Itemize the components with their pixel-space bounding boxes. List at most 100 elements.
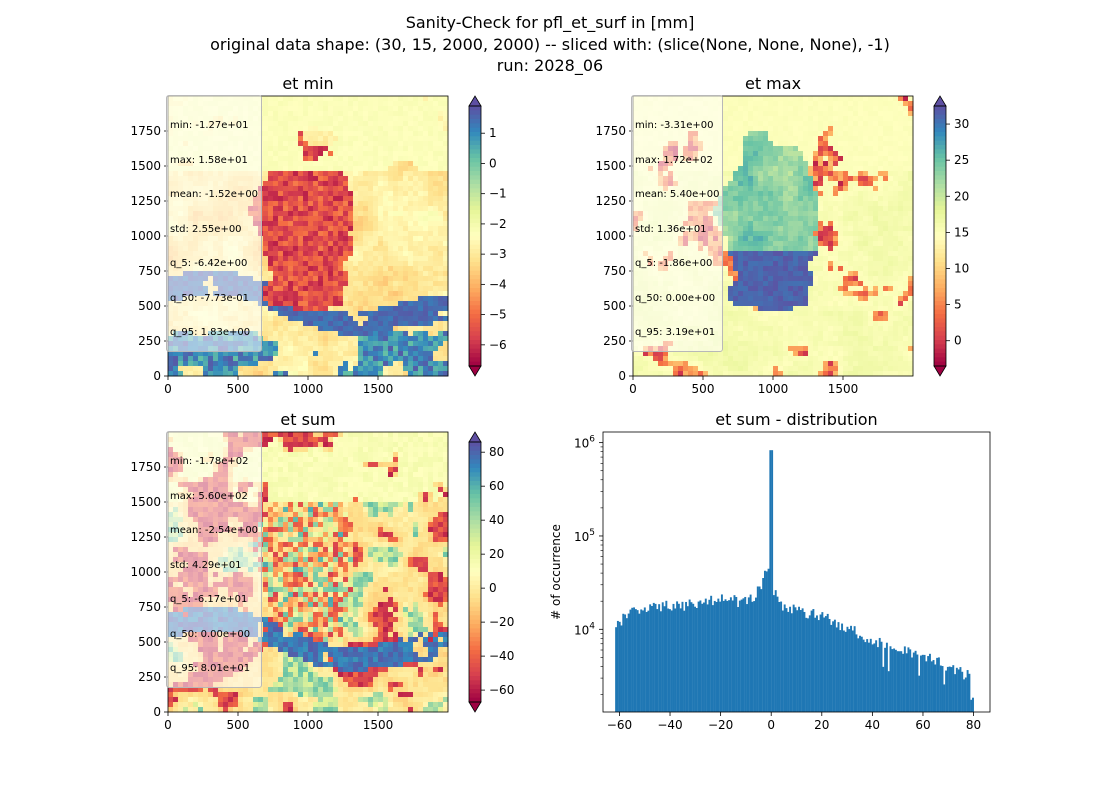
heatmap-cell [268, 251, 274, 257]
heatmap-cell [343, 291, 349, 297]
heatmap-cell [373, 206, 379, 212]
heatmap-cell [383, 291, 389, 297]
heatmap-cell [788, 141, 794, 147]
heatmap-cell [358, 261, 364, 267]
heatmap-cell [748, 131, 754, 137]
heatmap-cell [738, 161, 744, 167]
heatmap-cell [328, 121, 334, 127]
heatmap-cell [848, 111, 854, 117]
heatmap-cell [723, 186, 729, 192]
heatmap-cell [903, 201, 909, 207]
heatmap-cell [278, 321, 284, 327]
heatmap-cell [353, 256, 359, 262]
heatmap-cell [193, 371, 199, 377]
heatmap-cell [408, 266, 414, 272]
heatmap-cell [748, 241, 754, 247]
heatmap-cell [373, 301, 379, 307]
colorbar-segment [469, 158, 481, 163]
heatmap-cell [753, 146, 759, 152]
heatmap-cell [763, 186, 769, 192]
heatmap-cell [393, 301, 399, 307]
heatmap-cell [818, 161, 824, 167]
heatmap-cell [428, 151, 434, 157]
heatmap-cell [298, 211, 304, 217]
heatmap-cell [243, 371, 249, 377]
heatmap-cell [888, 176, 894, 182]
heatmap-cell [348, 276, 354, 282]
heatmap-cell [728, 166, 734, 172]
heatmap-cell [338, 356, 344, 362]
heatmap-cell [318, 181, 324, 187]
heatmap-cell [323, 201, 329, 207]
heatmap-cell [263, 161, 269, 167]
heatmap-cell [278, 221, 284, 227]
heatmap-cell [378, 126, 384, 132]
heatmap-cell [833, 146, 839, 152]
heatmap-cell [803, 166, 809, 172]
heatmap-cell [858, 166, 864, 172]
colorbar-segment [469, 309, 481, 315]
heatmap-cell [348, 216, 354, 222]
heatmap-cell [748, 191, 754, 197]
heatmap-cell [888, 151, 894, 157]
heatmap-cell [743, 146, 749, 152]
heatmap-cell [348, 171, 354, 177]
heatmap-cell [443, 261, 449, 267]
heatmap-cell [888, 126, 894, 132]
heatmap-cell [343, 96, 349, 102]
heatmap-cell [798, 126, 804, 132]
heatmap-cell [883, 216, 889, 222]
heatmap-cell [748, 246, 754, 252]
heatmap-cell [398, 96, 404, 102]
heatmap-cell [773, 156, 779, 162]
heatmap-cell [423, 201, 429, 207]
heatmap-cell [313, 166, 319, 172]
heatmap-cell [313, 196, 319, 202]
heatmap-cell [388, 316, 394, 322]
heatmap-cell [428, 116, 434, 122]
heatmap-cell [863, 171, 869, 177]
heatmap-cell [433, 236, 439, 242]
heatmap-cell [308, 256, 314, 262]
heatmap-cell [323, 166, 329, 172]
heatmap-cell [883, 206, 889, 212]
heatmap-cell [343, 181, 349, 187]
heatmap-cell [278, 131, 284, 137]
heatmap-cell [898, 176, 904, 182]
heatmap-cell [728, 131, 734, 137]
heatmap-cell [418, 156, 424, 162]
heatmap-cell [733, 246, 739, 252]
heatmap-cell [288, 176, 294, 182]
heatmap-cell [903, 136, 909, 142]
heatmap-cell [833, 111, 839, 117]
heatmap-cell [443, 146, 449, 152]
heatmap-cell [758, 136, 764, 142]
heatmap-cell [883, 111, 889, 117]
heatmap-cell [273, 171, 279, 177]
heatmap-cell [363, 216, 369, 222]
heatmap-cell [833, 211, 839, 217]
heatmap-cell [348, 126, 354, 132]
heatmap-cell [863, 191, 869, 197]
heatmap-cell [348, 306, 354, 312]
heatmap-cell [368, 201, 374, 207]
colorbar-segment [469, 153, 481, 159]
heatmap-cell [893, 151, 899, 157]
heatmap-cell [343, 191, 349, 197]
heatmap-cell [328, 356, 334, 362]
heatmap-cell [348, 296, 354, 302]
heatmap-cell [783, 96, 789, 102]
heatmap-cell [393, 286, 399, 292]
heatmap-cell [433, 286, 439, 292]
heatmap-cell [388, 256, 394, 262]
heatmap-cell [903, 236, 909, 242]
heatmap-cell [803, 191, 809, 197]
heatmap-cell [348, 116, 354, 122]
heatmap-cell [383, 281, 389, 287]
heatmap-cell [418, 326, 424, 332]
heatmap-cell [293, 356, 299, 362]
heatmap-cell [343, 311, 349, 317]
heatmap-cell [358, 246, 364, 252]
heatmap-cell [758, 206, 764, 212]
heatmap-cell [428, 261, 434, 267]
